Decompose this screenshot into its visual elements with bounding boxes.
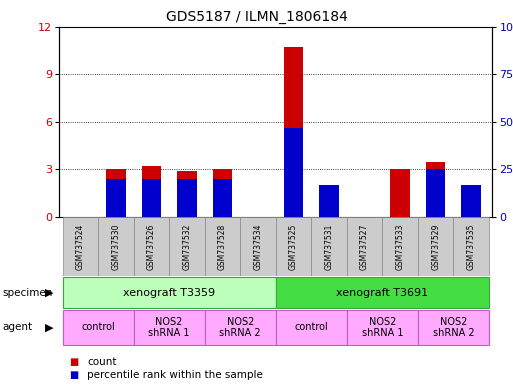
Text: xenograft T3359: xenograft T3359 (123, 288, 215, 298)
Bar (213, 179, 232, 217)
Bar (177, 171, 196, 217)
Bar (205, 217, 240, 276)
Text: ▶: ▶ (45, 288, 54, 298)
Bar (276, 277, 489, 308)
Text: control: control (81, 322, 115, 333)
Bar (106, 169, 126, 217)
Bar (453, 217, 489, 276)
Bar (461, 185, 481, 217)
Text: xenograft T3691: xenograft T3691 (336, 288, 428, 298)
Bar (213, 169, 232, 217)
Bar (63, 217, 98, 276)
Bar (169, 217, 205, 276)
Bar (63, 277, 276, 308)
Text: agent: agent (3, 322, 33, 333)
Bar (284, 48, 303, 217)
Text: GSM737525: GSM737525 (289, 223, 298, 270)
Bar (98, 217, 133, 276)
Text: NOS2
shRNA 2: NOS2 shRNA 2 (220, 316, 261, 338)
Text: control: control (294, 322, 328, 333)
Bar (240, 217, 276, 276)
Text: GSM737526: GSM737526 (147, 223, 156, 270)
Bar (347, 310, 418, 345)
Text: ■: ■ (69, 370, 78, 381)
Bar (63, 310, 133, 345)
Text: GSM737531: GSM737531 (325, 223, 333, 270)
Text: GSM737532: GSM737532 (183, 223, 191, 270)
Text: GSM737529: GSM737529 (431, 223, 440, 270)
Bar (133, 217, 169, 276)
Text: NOS2
shRNA 1: NOS2 shRNA 1 (362, 316, 403, 338)
Text: GDS5187 / ILMN_1806184: GDS5187 / ILMN_1806184 (166, 10, 347, 23)
Bar (106, 179, 126, 217)
Bar (142, 166, 161, 217)
Bar (426, 162, 445, 217)
Bar (177, 179, 196, 217)
Text: GSM737534: GSM737534 (253, 223, 263, 270)
Text: specimen: specimen (3, 288, 53, 298)
Text: count: count (87, 356, 117, 367)
Text: NOS2
shRNA 1: NOS2 shRNA 1 (148, 316, 190, 338)
Bar (418, 217, 453, 276)
Bar (347, 217, 382, 276)
Text: GSM737527: GSM737527 (360, 223, 369, 270)
Bar (133, 310, 205, 345)
Text: GSM737533: GSM737533 (396, 223, 405, 270)
Text: ■: ■ (69, 356, 78, 367)
Bar (205, 310, 276, 345)
Bar (311, 217, 347, 276)
Bar (390, 169, 410, 217)
Bar (319, 185, 339, 217)
Bar (142, 179, 161, 217)
Bar (276, 217, 311, 276)
Bar (461, 185, 481, 217)
Text: GSM737530: GSM737530 (111, 223, 121, 270)
Text: NOS2
shRNA 2: NOS2 shRNA 2 (432, 316, 474, 338)
Bar (319, 185, 339, 217)
Bar (426, 169, 445, 217)
Bar (276, 310, 347, 345)
Bar (284, 127, 303, 217)
Text: percentile rank within the sample: percentile rank within the sample (87, 370, 263, 381)
Text: GSM737524: GSM737524 (76, 223, 85, 270)
Text: GSM737535: GSM737535 (467, 223, 476, 270)
Bar (382, 217, 418, 276)
Text: ▶: ▶ (45, 322, 54, 333)
Bar (418, 310, 489, 345)
Text: GSM737528: GSM737528 (218, 223, 227, 270)
